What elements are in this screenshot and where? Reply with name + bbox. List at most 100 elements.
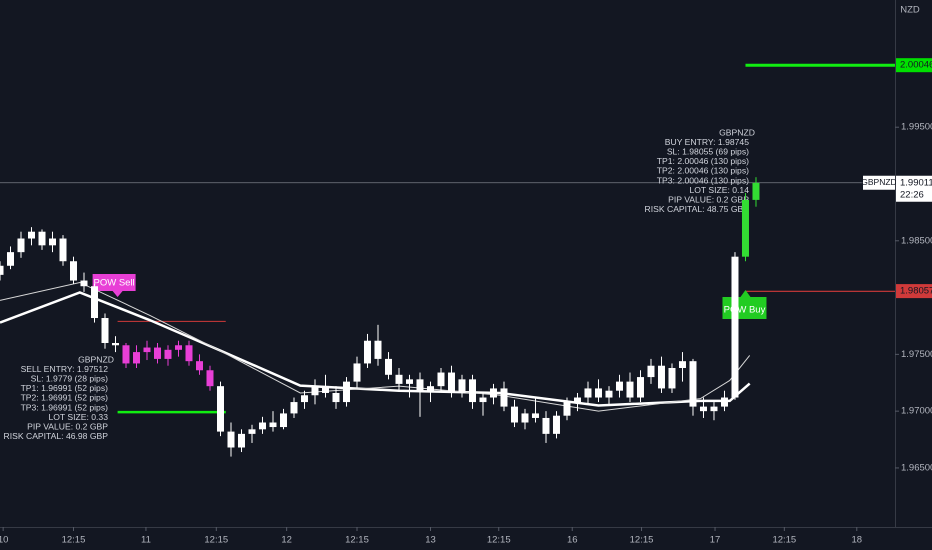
candle-body [300, 395, 308, 403]
sell-signal-box [92, 274, 136, 297]
candle-body [153, 347, 161, 359]
candle-body [521, 413, 529, 423]
candle-body [552, 415, 560, 434]
candle-body [269, 422, 277, 428]
candle-body [321, 386, 329, 393]
candle-body [279, 413, 287, 428]
y-tick-label: 1.97500 [901, 349, 932, 360]
candle-body [48, 238, 56, 246]
y-tick-label: 1.98500 [901, 235, 932, 246]
trade-info: TP2: 1.96991 (52 pips) [21, 393, 109, 403]
candle-body [479, 397, 487, 403]
buy-signal-label: POW Buy [724, 305, 766, 316]
x-tick-label: 12:15 [772, 535, 796, 546]
candle-body [720, 397, 728, 407]
symbol-label: GBPNZD [861, 177, 896, 187]
candle-body [342, 381, 350, 403]
candle-body [143, 347, 151, 353]
candle-body [668, 367, 676, 389]
trade-info: SL: 1.9779 (28 pips) [31, 373, 109, 383]
candle-body [416, 379, 424, 391]
candle-body [542, 417, 550, 434]
trade-info: TP3: 1.96991 (52 pips) [21, 402, 109, 412]
trade-info: TP1: 1.96991 (52 pips) [21, 383, 109, 393]
trade-info: LOT SIZE: 0.14 [689, 185, 749, 195]
candle-body [206, 370, 214, 387]
x-tick-label: 11 [141, 535, 151, 546]
candle-body [426, 386, 434, 391]
trade-info: RISK CAPITAL: 48.75 GBP [645, 204, 750, 214]
x-tick-label: 12:15 [62, 535, 86, 546]
candle-body [752, 182, 760, 200]
price-label-box [896, 58, 932, 73]
x-tick-label: 13 [425, 535, 436, 546]
candle-body [248, 429, 256, 434]
x-tick-label: 12:15 [487, 535, 511, 546]
sell-signal-label: POW Sell [94, 278, 135, 289]
candle-body [0, 265, 4, 275]
trade-info: RISK CAPITAL: 46.98 GBP [4, 431, 109, 441]
moving-average [0, 291, 751, 407]
candle-body [395, 374, 403, 384]
trade-info: PIP VALUE: 0.2 GBP [668, 194, 749, 204]
candle-body [195, 361, 203, 371]
candle-body [164, 349, 172, 359]
trade-info: TP2: 2.00046 (130 pips) [657, 166, 749, 176]
candle-body [741, 199, 749, 257]
candle-body [647, 365, 655, 378]
currency-label: NZD [900, 5, 920, 16]
trade-info: GBPNZD [78, 354, 114, 364]
candle-body [405, 379, 413, 384]
candle-body [510, 406, 518, 423]
trade-info: BUY ENTRY: 1.98745 [665, 137, 749, 147]
candle-body [290, 402, 298, 414]
x-tick-label: 17 [710, 535, 721, 546]
y-tick-label: 1.97000 [901, 406, 932, 417]
trade-info: LOT SIZE: 0.33 [48, 412, 108, 422]
candle-body [132, 352, 140, 364]
price-label: 1.98057 [900, 286, 932, 297]
candle-body [500, 388, 508, 407]
candle-body [90, 286, 98, 319]
trade-info: GBPNZD [719, 127, 755, 137]
candle-body [605, 390, 613, 398]
candle-body [699, 406, 707, 412]
candle-body [80, 280, 88, 287]
candle-body [384, 358, 392, 375]
candle-body [563, 402, 571, 416]
candle-body [531, 413, 539, 418]
candle-body [174, 345, 182, 350]
x-tick-label: 12:15 [204, 535, 228, 546]
x-tick-label: 10 [0, 535, 8, 546]
candle-body [38, 231, 46, 246]
candle-body [626, 381, 634, 398]
x-tick-label: 12 [281, 535, 292, 546]
y-tick-label: 1.96500 [901, 462, 932, 473]
x-tick-label: 12:15 [630, 535, 654, 546]
candle-body [636, 377, 644, 398]
candle-body [69, 261, 77, 281]
candle-body [458, 379, 466, 393]
candle-body [489, 388, 497, 398]
candle-body [332, 392, 340, 403]
x-tick-label: 12:15 [345, 535, 369, 546]
candle-body [594, 388, 602, 398]
last-price-label: 1.99011 [900, 177, 932, 188]
candle-body [311, 386, 319, 396]
candle-body [258, 422, 266, 430]
trade-info: TP3: 2.00046 (130 pips) [657, 175, 749, 185]
candle-body [353, 363, 361, 382]
candle-body [374, 340, 382, 359]
candle-body [731, 256, 739, 398]
last-price-box [896, 175, 932, 202]
candle-body [657, 365, 665, 389]
candle-body [27, 231, 35, 239]
candle-body [216, 386, 224, 432]
candle-body [363, 340, 371, 364]
price-label-box [896, 284, 932, 299]
price-label: 2.00046 [900, 60, 932, 71]
candle-body [447, 372, 455, 393]
